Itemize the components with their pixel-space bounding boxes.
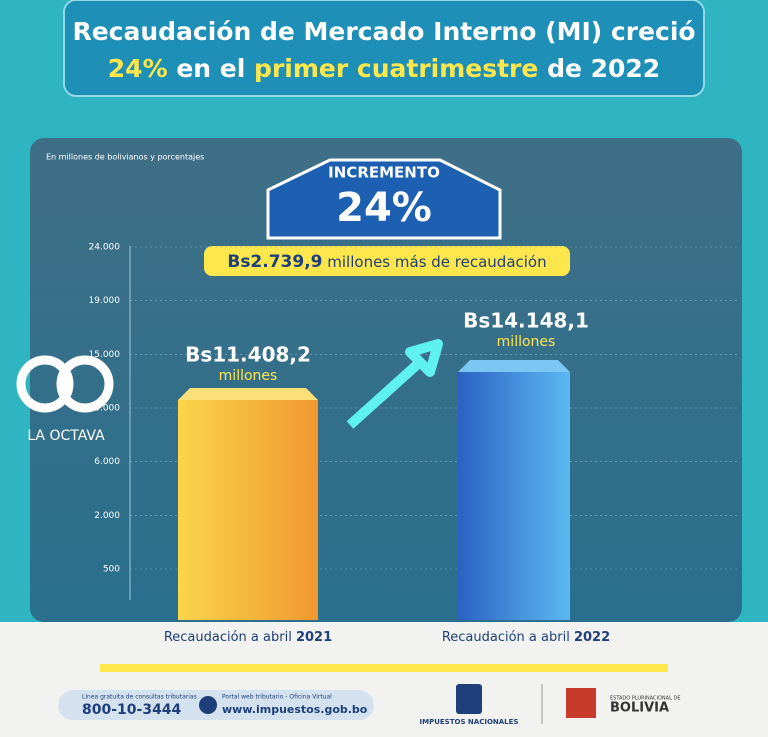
state: ESTADO PLURINACIONAL DE (610, 696, 680, 702)
difference-box (204, 246, 570, 276)
bar-unit: millones (497, 334, 556, 350)
portal-caption: Portal web tributario - Oficina Virtual (222, 694, 332, 701)
bar-unit: millones (219, 368, 278, 384)
tick-label: 500 (103, 565, 120, 575)
divider (100, 664, 668, 672)
title-part: en el (176, 54, 245, 83)
bar-2022 (458, 372, 570, 620)
increment-badge (266, 158, 502, 240)
tick-label: 2.000 (94, 511, 120, 521)
tick-label: 15.000 (89, 350, 121, 360)
title-part: primer cuatrimestre (254, 54, 538, 83)
title-line1: Recaudación de Mercado Interno (MI) crec… (72, 17, 695, 46)
bar-2021 (178, 400, 318, 620)
logo-text: LA OCTAVA (27, 428, 105, 444)
tick-label: 6.000 (94, 457, 120, 467)
bar-label-text: Recaudación a abril (164, 630, 292, 645)
bolivia-emblem (566, 688, 596, 718)
logo-ring (16, 355, 74, 413)
bar-top (458, 360, 570, 372)
increment-value: 24% (336, 185, 432, 231)
bar-label: Recaudación a abril 2021 (164, 630, 332, 645)
agency-logo (456, 684, 482, 714)
note: En millones de bolivianos y porcentajes (46, 153, 204, 162)
title-part: 24% (108, 54, 168, 83)
title-part: de 2022 (547, 54, 660, 83)
difference-text: millones más de recaudación (327, 253, 546, 271)
title-line2: 24% en el primer cuatrimestre de 2022 (108, 54, 660, 83)
bar-top (178, 388, 318, 400)
hotline-caption: Línea gratuita de consultas tributarias (82, 694, 197, 701)
bar-label-text: Recaudación a abril (442, 630, 570, 645)
title-box (63, 0, 705, 97)
tick-label: 24.000 (89, 243, 121, 253)
agency: IMPUESTOS NACIONALES (420, 718, 519, 726)
phone: 800-10-3444 (82, 702, 182, 718)
difference-amount: Bs2.739,9 (227, 252, 322, 272)
tick-label: 10.000 (89, 404, 121, 414)
bar-label: Recaudación a abril 2022 (442, 630, 610, 645)
growth-arrow (346, 339, 443, 429)
logo-ring (56, 355, 114, 413)
url: www.impuestos.gob.bo (222, 703, 368, 716)
bar-year: 2021 (296, 630, 332, 645)
bar-amount: Bs14.148,1 (463, 309, 589, 333)
increment-label: INCREMENTO (328, 164, 440, 182)
difference: Bs2.739,9 millones más de recaudación (227, 252, 546, 272)
globe-icon (199, 696, 217, 714)
bar-year: 2022 (574, 630, 610, 645)
country: BOLIVIA (610, 701, 669, 716)
tick-label: 19.000 (89, 296, 121, 306)
bar-amount: Bs11.408,2 (185, 343, 311, 367)
